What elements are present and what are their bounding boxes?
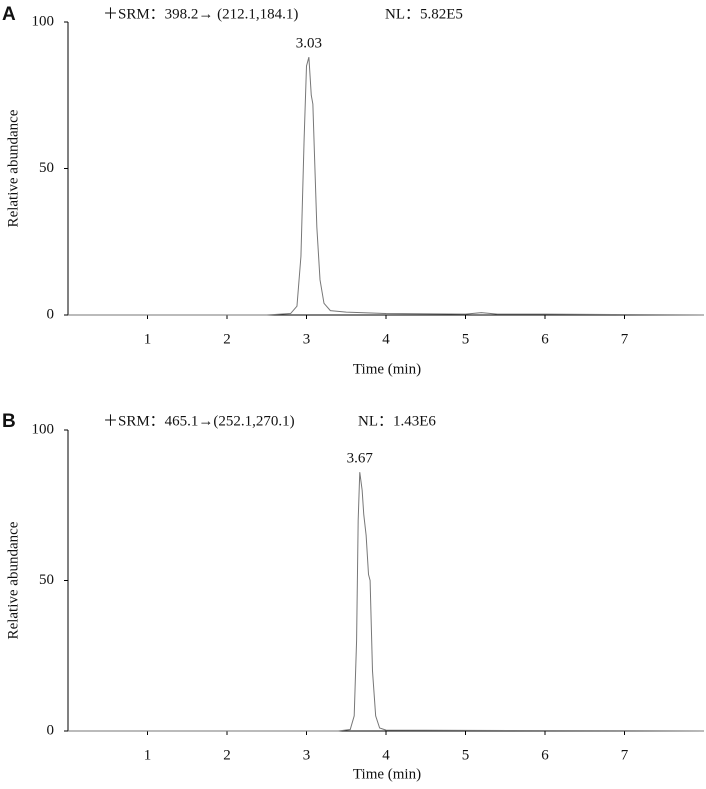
x-tick-label: 4 xyxy=(382,331,390,347)
peak-label: 3.03 xyxy=(296,36,322,52)
x-tick-label: 3 xyxy=(303,331,311,347)
x-tick-label: 2 xyxy=(223,747,231,763)
x-tick-label: 6 xyxy=(541,331,549,347)
x-tick-label: 5 xyxy=(462,331,470,347)
x-tick-label: 7 xyxy=(621,331,629,347)
nl-label: NL：5.82E5 xyxy=(385,6,463,22)
y-tick-label: 50 xyxy=(39,160,54,176)
peak-label: 3.67 xyxy=(347,451,374,467)
trace xyxy=(68,57,705,316)
y-axis-label: Relative abundance xyxy=(5,109,21,227)
y-tick-label: 100 xyxy=(32,13,55,29)
y-tick-label: 50 xyxy=(39,572,54,588)
y-tick-label: 0 xyxy=(47,306,55,322)
x-tick-label: 4 xyxy=(382,747,390,763)
srm-header: ＋SRM：465.1→(252.1,270.1) xyxy=(103,413,295,429)
panel-label: B xyxy=(2,411,16,432)
x-tick-label: 5 xyxy=(462,747,470,763)
x-tick-label: 6 xyxy=(541,747,549,763)
x-tick-label: 1 xyxy=(144,747,152,763)
x-axis-label: Time (min) xyxy=(353,361,421,377)
trace xyxy=(68,472,705,732)
x-tick-label: 7 xyxy=(621,747,629,763)
nl-label: NL：1.43E6 xyxy=(358,413,436,429)
x-tick-label: 1 xyxy=(144,331,152,347)
y-axis-label: Relative abundance xyxy=(5,521,21,639)
x-axis-label: Time (min) xyxy=(353,766,421,782)
srm-header: ＋SRM：398.2→ (212.1,184.1) xyxy=(103,6,298,22)
y-tick-label: 0 xyxy=(47,722,55,738)
y-tick-label: 100 xyxy=(32,421,55,437)
panel-label: A xyxy=(2,4,16,25)
x-tick-label: 2 xyxy=(223,331,231,347)
x-tick-label: 3 xyxy=(303,747,311,763)
